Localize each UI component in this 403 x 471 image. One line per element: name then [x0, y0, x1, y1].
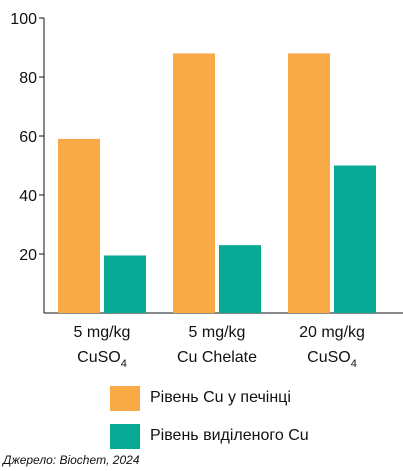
y-tick-label: 60 [19, 129, 37, 146]
y-tick-label: 40 [19, 188, 37, 205]
legend-item-excreted: Рівень виділеного Cu [110, 421, 309, 451]
x-label-line1: 5 mg/kg [189, 324, 246, 341]
bar-liver-0 [58, 138, 100, 313]
bar-liver-1 [173, 53, 215, 314]
bar-chart: 20 40 60 80 100 5 mg/kg CuSO4 5 mg/kg Cu Chelat… [10, 11, 403, 370]
legend-label-excreted: Рівень виділеного Cu [150, 427, 309, 444]
bar-excreted-0 [104, 255, 146, 313]
x-label-line2: Cu Chelate [177, 349, 257, 366]
bars [58, 53, 376, 314]
legend-swatch-excreted [110, 423, 140, 449]
x-label-line1: 5 mg/kg [74, 324, 131, 341]
legend: Рівень Cu у печінці Рівень виділеного Cu [110, 383, 309, 459]
x-label-line2: CuSO4 [77, 349, 127, 370]
y-axis-ticks: 20 40 60 80 100 [10, 11, 44, 264]
legend-item-liver: Рівень Cu у печінці [110, 383, 309, 413]
source-note: Джерело: Biochem, 2024 [3, 453, 140, 467]
legend-swatch-liver [110, 385, 140, 411]
y-tick-label: 20 [19, 247, 37, 264]
x-label-subscript: 4 [351, 358, 357, 370]
x-label-line1: 20 mg/kg [299, 324, 365, 341]
bar-liver-2 [288, 53, 330, 314]
x-axis-labels: 5 mg/kg CuSO4 5 mg/kg Cu Chelate 20 mg/kg CuS… [74, 324, 365, 370]
y-tick-label: 80 [19, 70, 37, 87]
legend-label-liver: Рівень Cu у печінці [150, 389, 291, 406]
y-tick-label: 100 [10, 11, 37, 28]
bar-excreted-2 [334, 165, 376, 313]
x-label-subscript: 4 [121, 358, 127, 370]
bar-excreted-1 [219, 245, 261, 313]
x-label-line2: CuSO4 [307, 349, 357, 370]
